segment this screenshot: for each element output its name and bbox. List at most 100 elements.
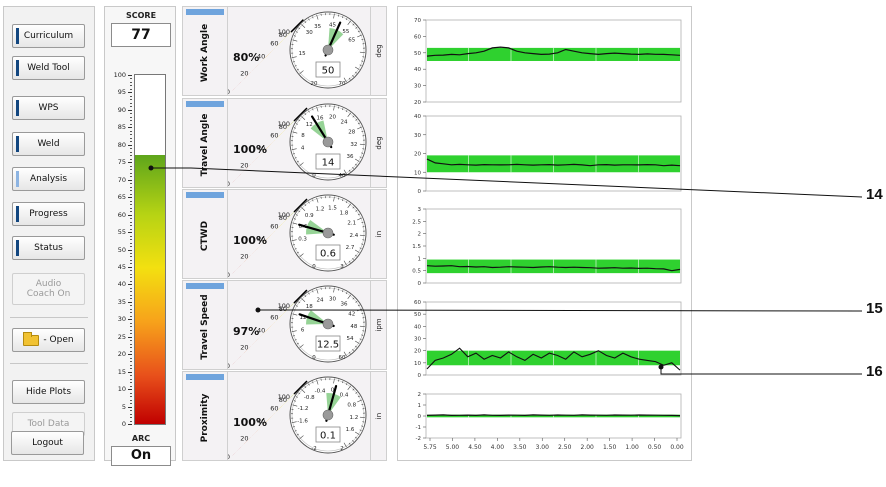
score-minor-tick [130,176,132,178]
dial-tick-label: 4 [301,145,305,151]
dial-tick [292,404,298,407]
score-minor-tick [130,242,132,244]
y-tick-label: 10 [414,170,421,176]
logout-button[interactable]: Logout [11,431,84,455]
score-minor-tick [130,392,132,394]
percent-arc-segment [267,48,275,56]
score-minor-tick [130,357,132,359]
x-tick-label: 3.50 [513,444,527,451]
status-button[interactable]: Status [12,236,85,260]
dial-readout: 0.1 [320,431,336,442]
dial-tick [359,156,362,158]
dial-tick-label: 1.2 [350,415,359,421]
score-minor-tick [130,113,132,115]
hide-plots-button[interactable]: Hide Plots [12,380,85,404]
dial-tick [352,74,354,77]
audio-coach-button[interactable]: Audio Coach On [12,273,85,305]
dial-tick [354,249,360,253]
dial-tick [295,31,298,33]
dial-tick [361,334,364,336]
score-minor-tick [130,137,132,139]
analysis-button[interactable]: Analysis [12,167,85,191]
percent-arc-segment [249,68,255,74]
weld-label: Weld [37,139,60,149]
gauge-unit-cell: deg [370,7,386,95]
data-trace [426,347,681,371]
score-tick-mark [128,179,132,181]
wps-button[interactable]: WPS [12,96,85,120]
y-tick-label: 50 [414,51,421,57]
curriculum-label: Curriculum [23,31,74,41]
dial-tick [291,330,297,332]
open-button[interactable]: - Open [12,328,85,352]
dial-tick [312,290,314,293]
percent-arc-segment [242,350,247,355]
y-tick-label: 1 [418,256,422,262]
dial-tick-label: 3 [340,264,344,270]
score-minor-tick [130,382,132,384]
score-minor-tick [130,186,132,188]
dial-readout: 0.6 [320,249,336,260]
score-minor-tick [130,235,132,237]
weld-button[interactable]: Weld [12,132,85,156]
gauge-tab[interactable] [186,101,224,107]
dial-tick [291,421,297,423]
dial-tick [337,197,340,200]
percent-arc-segment [242,259,247,264]
score-tick-label: 90 [117,105,126,114]
y-tick-label: 2 [418,392,422,398]
score-minor-tick [130,350,132,352]
score-tick-label: 70 [117,175,126,184]
dial-tick-label: 40 [339,173,346,179]
gauge-tab[interactable] [186,9,224,15]
dial-tick-label: 15 [299,51,306,57]
gauge-row-proximity: Proximityin020406080100100%-1.6-1.2-0.8-… [182,371,387,461]
gauge-tab[interactable] [186,192,224,198]
score-minor-tick [130,134,132,136]
percent-tick-label: 80 [279,123,287,131]
dial-tick [292,153,296,155]
dial-tick-label: 24 [316,297,323,303]
score-tick-label: 65 [117,193,126,202]
dial-tick [357,395,360,398]
y-tick-label: 40 [414,324,421,330]
curriculum-button[interactable]: Curriculum [12,24,85,48]
dial-tick [345,110,348,113]
dial-tick [316,197,319,203]
nav-indicator [16,136,19,152]
gauge-tab[interactable] [186,374,224,380]
nav-indicator [16,206,19,222]
score-minor-tick [130,280,132,282]
dial-tick-label: 65 [348,37,355,43]
weld-tool-button[interactable]: Weld Tool [12,56,85,80]
dial-tick [347,294,352,299]
progress-button[interactable]: Progress [12,202,85,226]
score-minor-tick [130,151,132,153]
score-bar-fill [135,155,165,424]
score-minor-tick [130,88,132,90]
score-tick-mark [128,284,132,286]
percent-tick-label: 40 [257,145,265,153]
dial-tick [293,400,296,402]
score-tick-label: 45 [117,262,126,271]
dial-tick-label: 36 [341,302,348,308]
dial-tick [359,247,362,249]
score-minor-tick [130,85,132,87]
y-tick-label: 30 [414,84,421,90]
arc-value: On [111,446,171,466]
gauge-percent: 100% [233,234,267,247]
y-tick-label: 30 [414,337,421,343]
score-minor-tick [130,263,132,265]
dial-tick [357,304,360,307]
dial-tick-label: 0.4 [340,393,349,399]
percent-tick-label: 0 [228,453,230,460]
dial-tick [357,122,360,125]
y-tick-label: 2 [418,232,422,238]
score-minor-tick [130,116,132,118]
percent-tick-label: 100 [278,28,290,36]
score-minor-tick [130,347,132,349]
dial-tick [291,239,297,241]
gauge-tab[interactable] [186,283,224,289]
dial-tick-label: 60 [339,355,346,361]
